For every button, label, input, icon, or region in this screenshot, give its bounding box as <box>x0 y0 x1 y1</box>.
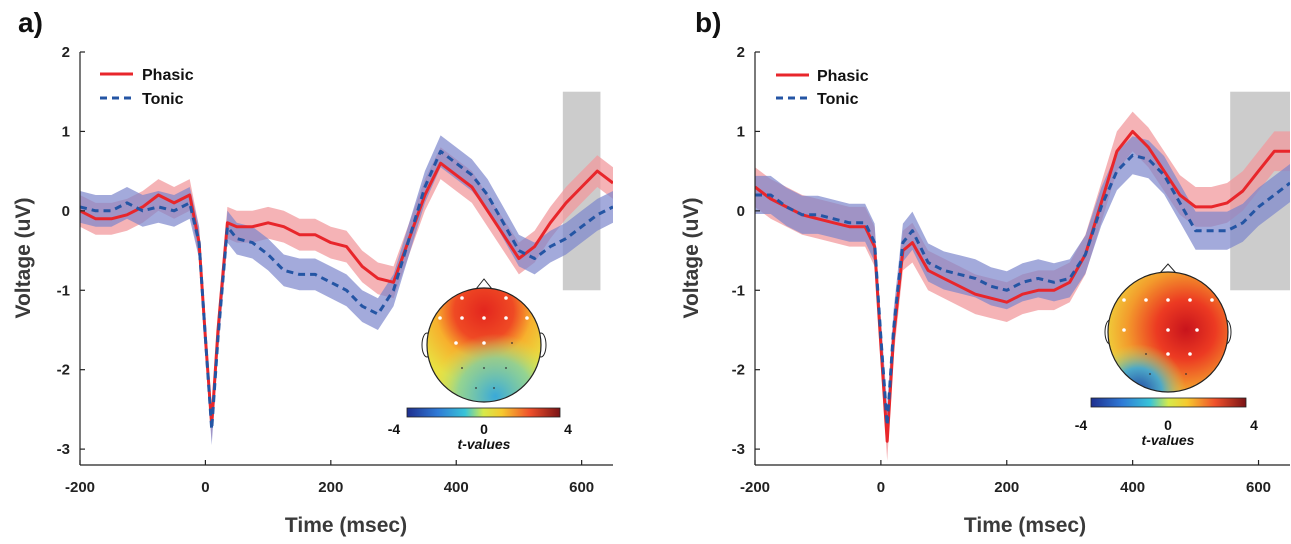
panel-b-confidence-bands <box>755 111 1290 461</box>
colorbar-tick-max: 4 <box>1250 417 1258 433</box>
head-outline <box>1107 271 1229 393</box>
y-tick-label: 0 <box>737 203 745 220</box>
electrode-dots <box>461 342 513 389</box>
x-tick-label: -200 <box>65 479 95 496</box>
colorbar-title: t-values <box>458 436 511 452</box>
electrode-markers <box>1122 298 1214 356</box>
colorbar-title: t-values <box>1142 432 1195 448</box>
colorbar-tick-min: -4 <box>1075 417 1088 433</box>
legend-tonic-label: Tonic <box>817 91 859 108</box>
colorbar-tick-min: -4 <box>388 421 401 437</box>
x-tick-label: 600 <box>569 479 594 496</box>
legend-phasic-label: Phasic <box>142 67 194 84</box>
x-tick-label: -200 <box>740 479 770 496</box>
panel-a-axes: -200 0 200 400 600 2 1 0 -1 -2 -3 <box>57 44 613 496</box>
y-tick-label: 2 <box>737 44 745 61</box>
panel-b-axes: -200 0 200 400 600 2 1 0 -1 -2 -3 <box>732 44 1290 496</box>
y-tick-label: -1 <box>57 282 70 299</box>
band-tonic <box>755 136 1290 445</box>
series-line-phasic <box>80 161 613 427</box>
y-tick-label: 0 <box>62 203 70 220</box>
colorbar-tick-max: 4 <box>564 421 572 437</box>
electrode-markers <box>438 296 529 345</box>
panel-b-ylabel: Voltage (uV) <box>680 198 703 319</box>
colorbar-tick-mid: 0 <box>1164 417 1172 433</box>
panel-b-series-lines <box>755 129 1290 443</box>
panel-a-letter: a) <box>18 7 43 38</box>
y-tick-label: -1 <box>732 282 745 299</box>
y-tick-label: -3 <box>732 441 745 458</box>
colorbar <box>406 407 561 418</box>
panel-a-series-lines <box>80 149 613 431</box>
colorbar <box>1090 397 1247 408</box>
legend-phasic-label: Phasic <box>817 68 869 85</box>
panel-b-topomap: -4 0 4 t-values <box>1075 263 1258 448</box>
panel-a-legend: Phasic Tonic <box>100 67 194 108</box>
x-tick-label: 400 <box>1120 479 1145 496</box>
panel-b-xlabel: Time (msec) <box>964 514 1086 537</box>
x-tick-label: 200 <box>994 479 1019 496</box>
head-outline <box>426 287 542 403</box>
colorbar-tick-mid: 0 <box>480 421 488 437</box>
y-tick-label: 2 <box>62 44 70 61</box>
x-tick-label: 400 <box>444 479 469 496</box>
panel-a-xlabel: Time (msec) <box>285 514 407 537</box>
x-tick-label: 200 <box>318 479 343 496</box>
panel-b-legend: Phasic Tonic <box>776 68 869 108</box>
series-line-tonic <box>80 149 613 431</box>
panel-b-letter: b) <box>695 7 721 38</box>
y-tick-label: 1 <box>737 123 745 140</box>
y-tick-label: 1 <box>62 123 70 140</box>
series-line-phasic <box>755 129 1290 443</box>
electrode-dots <box>1145 353 1187 375</box>
panel-a-topomap: -4 0 4 t-values <box>388 278 572 452</box>
x-tick-label: 0 <box>201 479 209 496</box>
legend-tonic-label: Tonic <box>142 91 184 108</box>
x-tick-label: 0 <box>877 479 885 496</box>
x-tick-label: 600 <box>1246 479 1271 496</box>
panel-a-ylabel: Voltage (uV) <box>12 198 35 319</box>
y-tick-label: -2 <box>57 362 70 379</box>
y-tick-label: -2 <box>732 362 745 379</box>
y-tick-label: -3 <box>57 441 70 458</box>
